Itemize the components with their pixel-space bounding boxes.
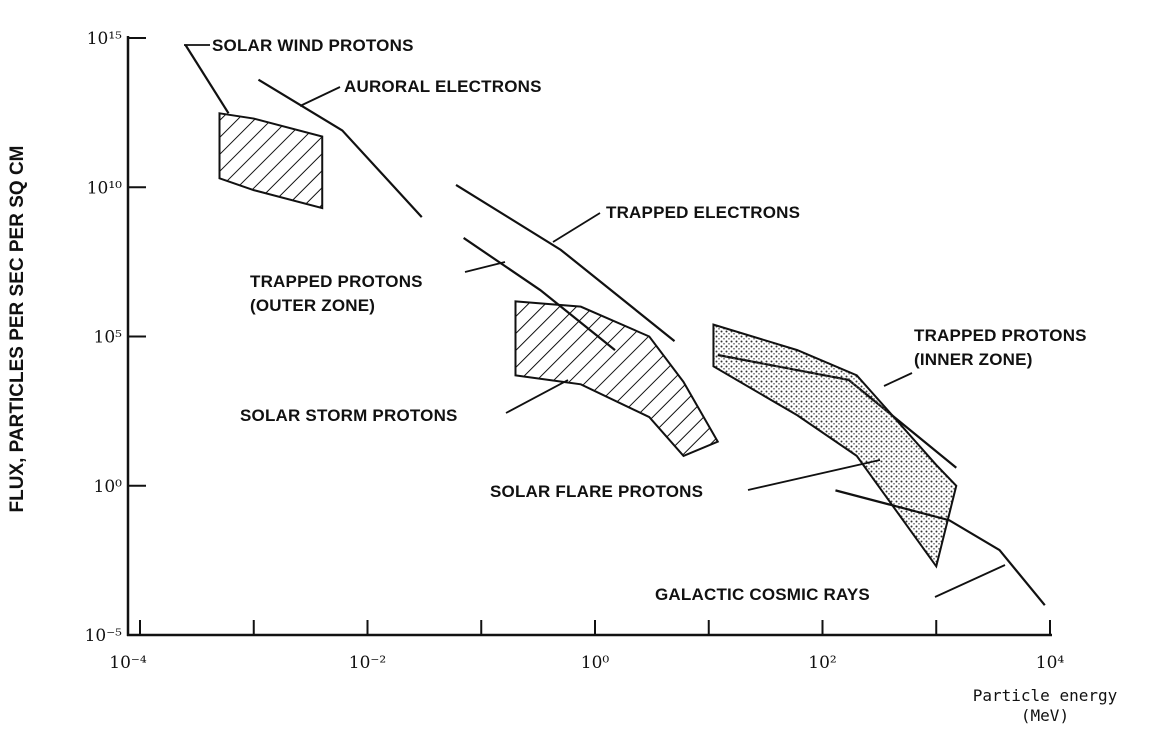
curve xyxy=(835,489,1046,606)
leader-line xyxy=(552,212,601,243)
leader-line xyxy=(934,564,1006,598)
leader-line xyxy=(464,261,506,273)
curve xyxy=(257,78,423,218)
x-tick-label: 10⁰ xyxy=(581,653,610,673)
leader-line xyxy=(883,372,913,387)
series-label: SOLAR FLARE PROTONS xyxy=(490,482,704,501)
series-label: TRAPPED PROTONS (INNER ZONE) xyxy=(914,326,1087,369)
x-tick-label: 10⁴ xyxy=(1036,653,1065,673)
curve xyxy=(184,44,230,114)
y-tick-label: 10¹⁰ xyxy=(87,178,122,198)
y-tick-label: 10¹⁵ xyxy=(87,29,122,49)
series-label: AURORAL ELECTRONS xyxy=(344,77,542,96)
leader-line xyxy=(505,379,569,414)
leader-line xyxy=(299,86,341,107)
series-label: TRAPPED ELECTRONS xyxy=(606,203,801,222)
y-tick-label: 10⁰ xyxy=(94,477,123,497)
y-tick-label: 10⁻⁵ xyxy=(85,626,123,646)
series-label: SOLAR WIND PROTONS xyxy=(212,36,414,55)
series-label: TRAPPED PROTONS (OUTER ZONE) xyxy=(250,272,423,315)
x-axis-label: Particle energy (MeV) xyxy=(972,686,1118,725)
y-axis-label: FLUX, PARTICLES PER SEC PER SQ CM xyxy=(7,145,28,513)
band xyxy=(514,300,720,458)
x-tick-label: 10⁻² xyxy=(349,653,386,673)
series-label: SOLAR STORM PROTONS xyxy=(240,406,458,425)
y-tick-label: 10⁵ xyxy=(94,328,123,348)
curve xyxy=(455,183,676,342)
leader-line xyxy=(747,459,881,491)
series-label: GALACTIC COSMIC RAYS xyxy=(655,585,870,604)
x-tick-label: 10² xyxy=(808,653,836,673)
band xyxy=(218,112,324,210)
x-tick-label: 10⁻⁴ xyxy=(109,653,147,673)
